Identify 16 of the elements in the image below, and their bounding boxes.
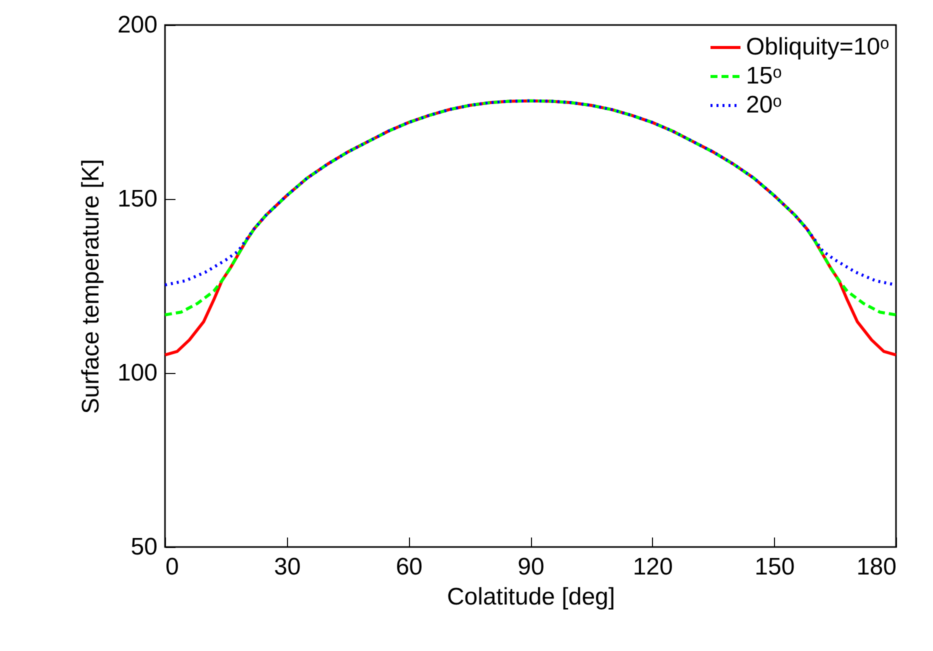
x-tick-label: 30 xyxy=(274,554,301,580)
x-tick-label: 90 xyxy=(518,554,544,580)
legend-label: Obliquity=10ᵒ xyxy=(746,34,890,60)
x-tick-label: 150 xyxy=(754,554,795,580)
x-axis-title: Colatitude [deg] xyxy=(446,584,616,610)
x-tick-label: 0 xyxy=(166,554,179,580)
y-axis-title: Surface temperature [K] xyxy=(77,159,104,414)
y-tick-label: 50 xyxy=(130,534,158,560)
y-tick-label: 100 xyxy=(117,360,158,386)
y-tick-label: 200 xyxy=(117,12,158,38)
x-tick-label: 180 xyxy=(856,554,896,580)
legend-label: 15ᵒ xyxy=(746,62,782,90)
y-tick-label: 150 xyxy=(117,186,158,212)
legend-label: 20ᵒ xyxy=(746,92,782,118)
x-tick-label: 120 xyxy=(632,554,673,580)
x-tick-label: 60 xyxy=(396,554,423,580)
